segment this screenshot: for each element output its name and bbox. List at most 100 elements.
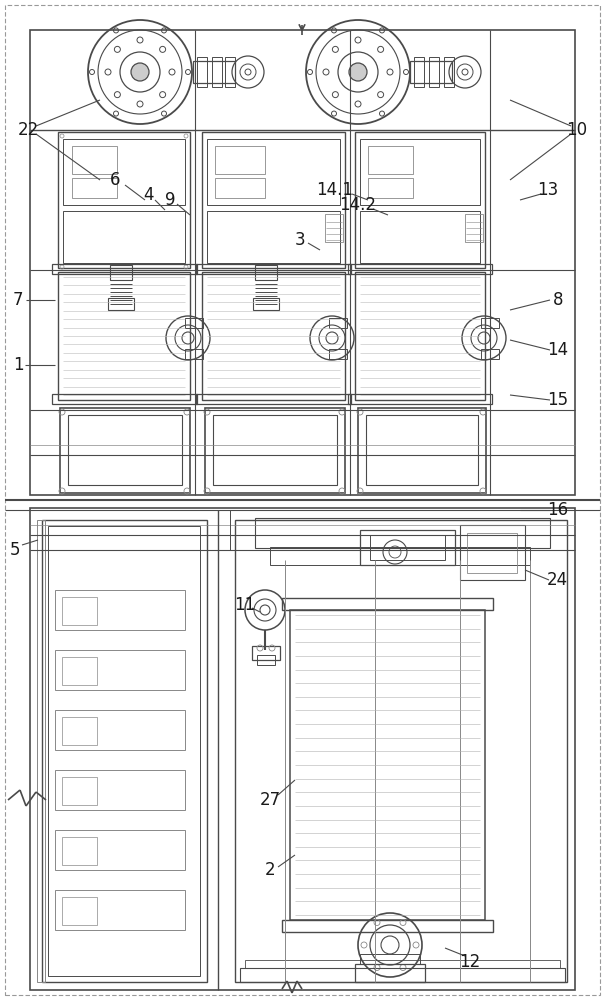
Bar [355, 964, 425, 982]
Bar [360, 954, 420, 964]
Bar [196, 394, 351, 404]
Bar [37, 520, 45, 982]
Bar [255, 265, 277, 280]
Text: 22: 22 [18, 121, 39, 139]
Circle shape [131, 63, 149, 81]
Bar [215, 146, 265, 174]
Bar [58, 272, 190, 400]
Bar [52, 264, 197, 274]
Bar [185, 318, 203, 328]
Bar [55, 650, 185, 690]
Bar [42, 520, 207, 982]
Bar [202, 132, 345, 268]
Bar [55, 890, 185, 930]
Bar [355, 132, 485, 268]
Bar [481, 318, 499, 328]
Text: 2: 2 [265, 861, 275, 879]
Bar [55, 770, 185, 810]
Bar [348, 394, 492, 404]
Bar [108, 298, 134, 310]
Bar [460, 525, 525, 580]
Bar [325, 214, 343, 242]
Bar [290, 610, 485, 920]
Bar [196, 264, 351, 274]
Bar [329, 349, 347, 359]
Bar [282, 598, 493, 610]
Text: 14.2: 14.2 [339, 196, 376, 214]
Bar [270, 547, 530, 565]
Bar [225, 57, 235, 87]
Bar [62, 597, 97, 625]
Bar [72, 146, 117, 174]
Text: 16: 16 [548, 501, 569, 519]
Bar [360, 139, 480, 205]
Bar [360, 211, 480, 263]
Bar [202, 272, 345, 400]
Bar [30, 508, 575, 990]
Bar [355, 272, 485, 400]
Bar [257, 655, 275, 665]
Text: 7: 7 [13, 291, 23, 309]
Text: 1: 1 [13, 356, 24, 374]
Bar [370, 535, 445, 560]
Text: 12: 12 [459, 953, 480, 971]
Bar [110, 265, 132, 280]
Bar [235, 520, 567, 982]
Bar [240, 968, 565, 982]
Bar [414, 57, 424, 87]
Bar [429, 57, 439, 87]
Bar [368, 178, 413, 198]
Text: 11: 11 [234, 596, 256, 614]
Bar [30, 30, 575, 495]
Bar [48, 526, 200, 976]
Bar [55, 830, 185, 870]
Bar [63, 139, 185, 205]
Text: 27: 27 [260, 791, 281, 809]
Bar [205, 408, 345, 493]
Bar [193, 61, 235, 83]
Bar [467, 533, 517, 573]
Bar [329, 318, 347, 328]
Text: 14.1: 14.1 [316, 181, 353, 199]
Bar [255, 518, 550, 548]
Bar [212, 57, 222, 87]
Bar [366, 415, 478, 485]
Text: 13: 13 [537, 181, 558, 199]
Circle shape [349, 63, 367, 81]
Bar [481, 349, 499, 359]
Bar [55, 590, 185, 630]
Bar [213, 415, 337, 485]
Text: 6: 6 [110, 171, 120, 189]
Bar [282, 920, 493, 932]
Bar [58, 132, 190, 268]
Bar [444, 57, 454, 87]
Bar [360, 530, 455, 565]
Bar [62, 657, 97, 685]
Text: 9: 9 [165, 191, 175, 209]
Bar [207, 139, 340, 205]
Bar [358, 408, 486, 493]
Text: 24: 24 [546, 571, 567, 589]
Text: 8: 8 [553, 291, 563, 309]
Bar [348, 264, 492, 274]
Bar [253, 298, 279, 310]
Text: 3: 3 [295, 231, 306, 249]
Bar [252, 646, 280, 660]
Bar [368, 146, 413, 174]
Text: 4: 4 [143, 186, 153, 204]
Bar [62, 837, 97, 865]
Bar [60, 408, 190, 493]
Text: 10: 10 [566, 121, 587, 139]
Bar [62, 777, 97, 805]
Bar [55, 710, 185, 750]
Text: 14: 14 [548, 341, 569, 359]
Bar [52, 394, 197, 404]
Bar [63, 211, 185, 263]
Bar [62, 717, 97, 745]
Bar [207, 211, 340, 263]
Bar [245, 960, 560, 968]
Bar [465, 214, 483, 242]
Bar [185, 349, 203, 359]
Text: 15: 15 [548, 391, 569, 409]
Bar [62, 897, 97, 925]
